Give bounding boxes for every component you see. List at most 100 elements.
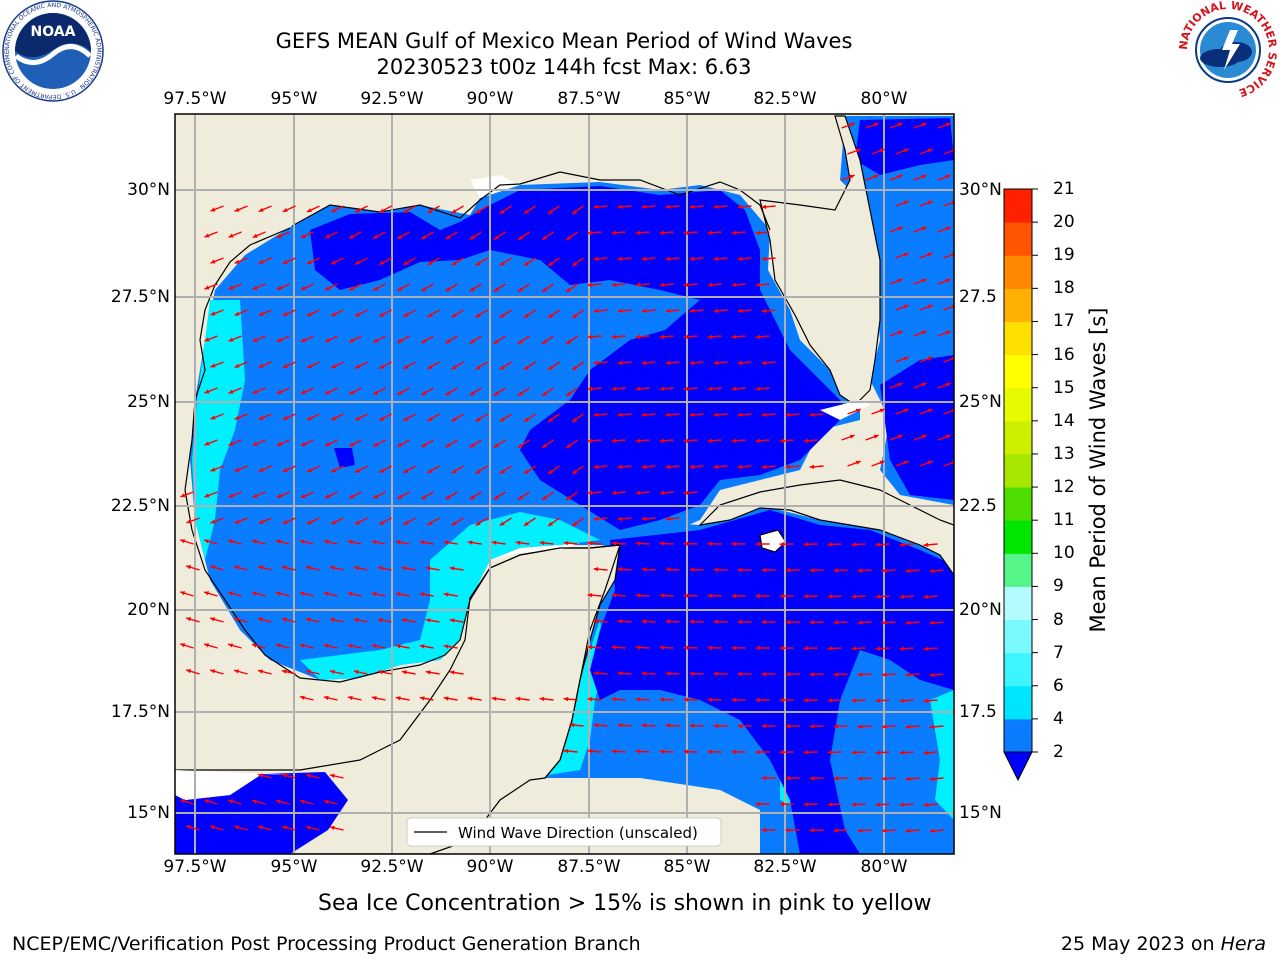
lon-tick-bottom: 82.5°W <box>753 857 817 877</box>
wind-arrow-head <box>379 312 385 317</box>
wind-arrow-head <box>275 643 281 648</box>
wind-arrow-head <box>300 234 306 238</box>
gulf-coast-gap-south <box>490 543 580 560</box>
wind-arrow-head <box>252 493 258 498</box>
wind-arrow-head <box>641 567 647 572</box>
wind-arrow-head <box>641 619 647 624</box>
wind-arrow-head <box>204 539 210 544</box>
colorbar-tick-label: 15 <box>1053 377 1075 398</box>
wind-arrow-head <box>785 412 791 417</box>
wind-arrow-head <box>929 620 935 626</box>
lat-tick-right: 30°N <box>959 180 1002 200</box>
wind-arrow-head <box>421 442 427 447</box>
wind-arrow-head <box>252 591 257 596</box>
wind-arrow-head <box>855 408 861 413</box>
lon-tick-top: 87.5°W <box>557 89 621 109</box>
wind-arrow-head <box>659 749 665 754</box>
wind-arrow-head <box>572 209 578 215</box>
isla-juventud-land <box>759 529 787 553</box>
wind-arrow-head <box>665 567 671 572</box>
wind-arrow-head <box>491 540 497 545</box>
wind-arrow-head <box>875 750 881 755</box>
wind-arrow-head <box>419 696 425 701</box>
wind-arrow-head <box>449 566 455 571</box>
wind-arrow-head <box>635 282 641 287</box>
wind-arrow-head <box>445 442 451 448</box>
wind-arrow-head <box>737 619 743 625</box>
wind-arrow-head <box>849 174 855 179</box>
wind-arrow-head <box>683 541 689 546</box>
wind-arrow-head <box>593 308 599 313</box>
wind-arrow-head <box>443 540 449 545</box>
wind-arrow-head <box>299 695 305 700</box>
wind-arrow-head <box>903 356 909 361</box>
wind-arrow-head <box>689 204 695 209</box>
wind-arrow-head <box>905 828 911 833</box>
wind-arrow-head <box>851 542 857 547</box>
wind-arrow-head <box>449 670 455 675</box>
wind-arrow-head <box>659 593 665 598</box>
wind-arrow-head <box>755 438 761 443</box>
wind-arrow-head <box>809 568 815 573</box>
wind-arrow-head <box>403 416 409 421</box>
wind-arrow-head <box>875 646 881 651</box>
wind-arrow-head <box>873 434 879 439</box>
wind-arrow-head <box>377 566 383 571</box>
wind-arrow-head <box>397 338 403 343</box>
wind-arrow-head <box>542 495 547 500</box>
wind-arrow-head <box>611 749 617 754</box>
wind-arrow-head <box>517 443 523 448</box>
wind-arrow-head <box>641 360 647 365</box>
wind-arrow-head <box>572 417 578 423</box>
wind-arrow-head <box>451 417 457 422</box>
wind-arrow-head <box>731 438 737 443</box>
wind-arrow-head <box>324 234 330 239</box>
wind-arrow-head <box>921 174 927 179</box>
wind-arrow-head <box>731 230 737 235</box>
wind-arrow-head <box>713 308 719 313</box>
wind-arrow-head <box>881 620 887 625</box>
wind-arrow-head <box>827 542 833 547</box>
wind-arrow-head <box>899 802 905 807</box>
wind-wave-arrows <box>179 122 954 834</box>
wind-arrow-head <box>210 363 216 368</box>
wind-arrow-head <box>523 261 529 266</box>
wind-arrow-head <box>330 208 336 213</box>
wind-arrow-head <box>611 438 617 443</box>
wind-arrow-head <box>210 207 216 212</box>
wind-arrow-shaft <box>943 305 954 311</box>
lat-tick-left: 17.5°N <box>110 702 170 722</box>
wind-arrow-head <box>379 468 385 473</box>
wind-arrow-head <box>258 669 263 674</box>
wind-arrow-head <box>899 594 905 599</box>
wind-arrow-head <box>329 565 335 571</box>
wind-arrow-head <box>349 390 355 395</box>
wind-arrow-head <box>305 825 311 830</box>
wind-arrow-head <box>515 696 521 701</box>
colorbar-band <box>1004 553 1032 587</box>
wind-arrow-head <box>397 234 403 239</box>
wind-arrow-head <box>593 256 599 261</box>
wind-arrow-head <box>809 724 815 729</box>
wind-arrow-head <box>276 337 282 342</box>
wind-arrow-head <box>563 748 569 754</box>
wind-arrow-head <box>921 122 927 127</box>
wind-arrow-head <box>204 643 210 648</box>
colorbar-label: Mean Period of Wind Waves [s] <box>1086 307 1110 633</box>
wind-arrow-head <box>300 390 306 394</box>
colorbar-band <box>1004 189 1032 223</box>
wind-arrow-head <box>665 360 671 365</box>
wind-arrow-head <box>523 417 529 422</box>
wind-arrow-head <box>493 443 499 448</box>
wind-arrow-head <box>542 443 547 448</box>
wind-arrow-head <box>542 287 547 292</box>
wind-arrow-head <box>587 645 593 650</box>
wind-arrow-head <box>210 565 216 570</box>
wind-arrow-head <box>228 591 233 596</box>
wind-arrow-head <box>566 235 572 241</box>
wind-arrow-head <box>779 801 785 807</box>
wind-arrow-head <box>587 230 593 235</box>
wind-arrow-head <box>737 464 743 469</box>
wind-arrow-head <box>403 260 409 265</box>
wind-arrow-head <box>737 671 743 677</box>
